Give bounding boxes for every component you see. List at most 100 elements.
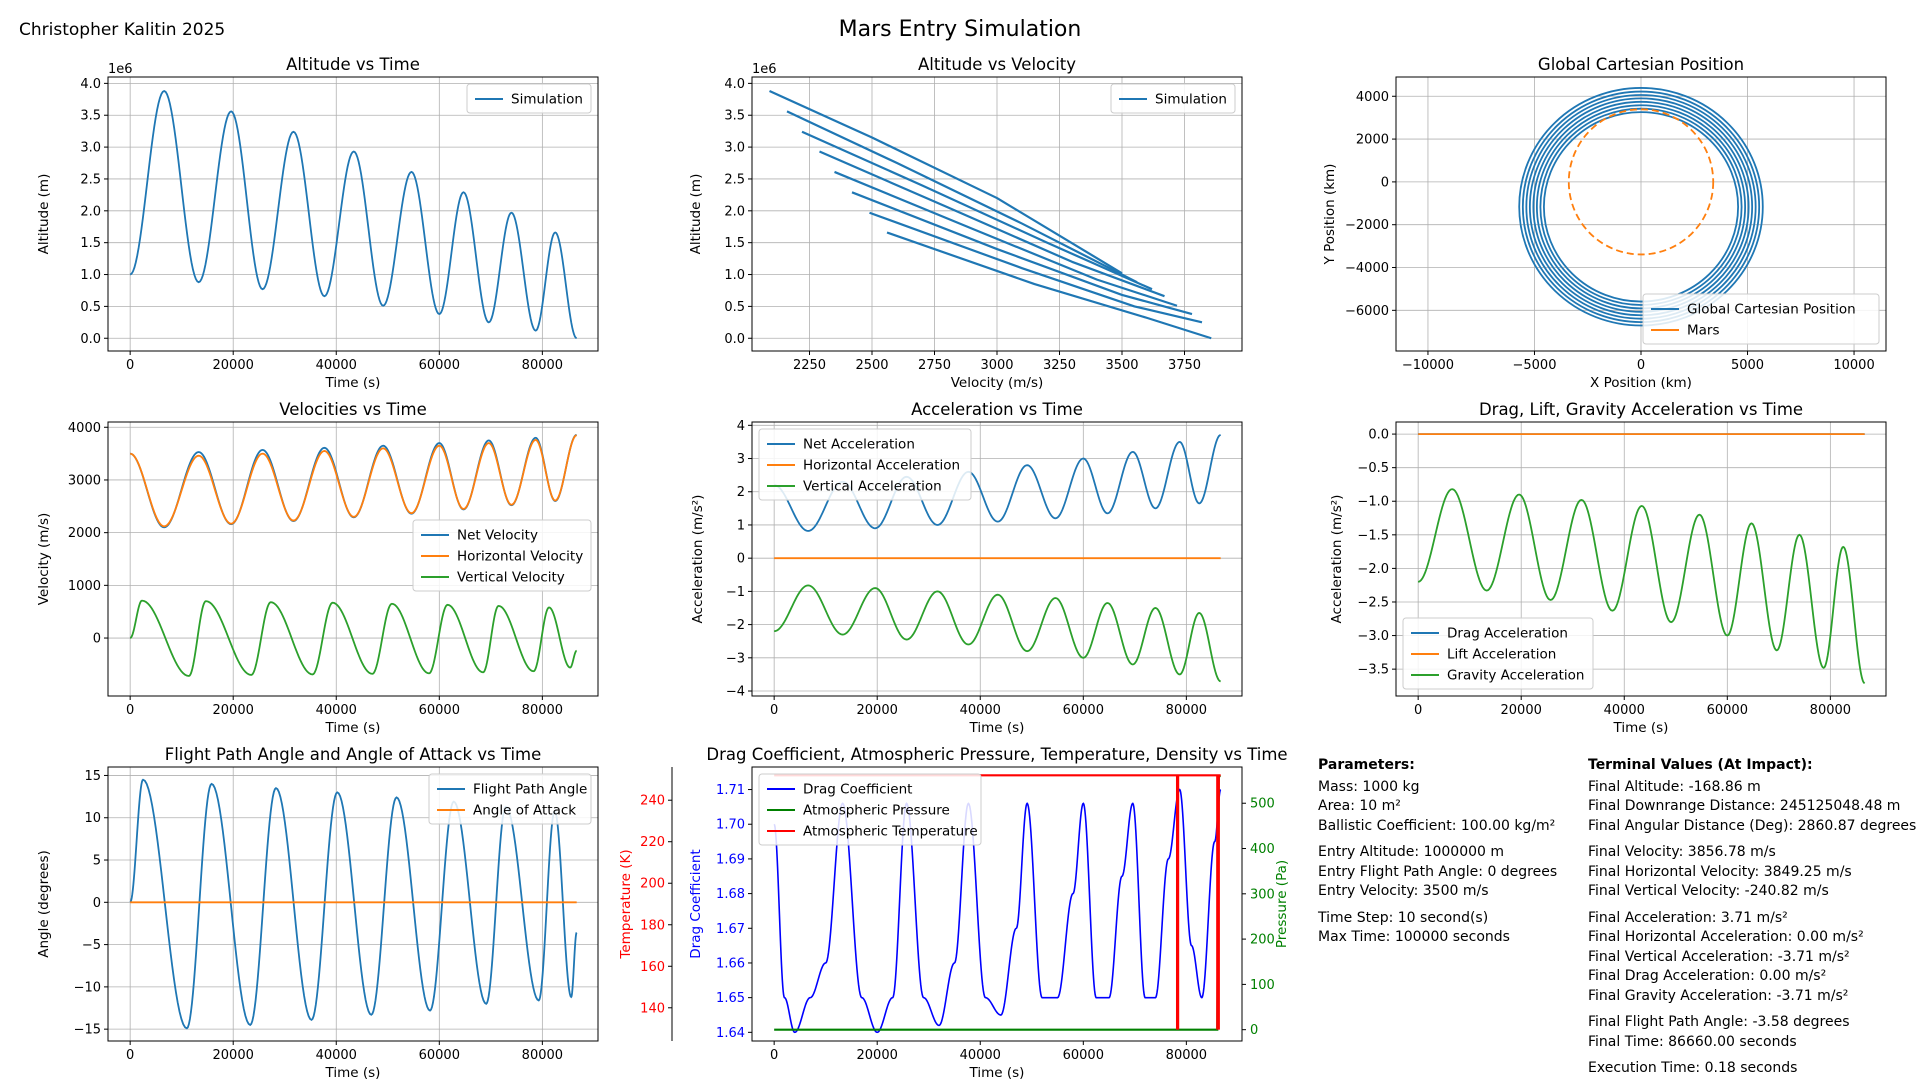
legend-entry: Vertical Acceleration (803, 479, 942, 495)
x-tick-label: 0 (770, 703, 778, 718)
x-tick-label: 2250 (793, 358, 826, 373)
series-line (774, 584, 1221, 683)
y-tick-label: 2000 (1356, 133, 1389, 148)
y-tick-label: 0 (737, 552, 745, 567)
chart-dlg_time: 0 20000 40000 60000 80000 −3.5 −3.0 −2.5 −2.0 −1.… (1329, 400, 1887, 736)
y-tick-label-drag: 1.70 (716, 818, 745, 833)
panel-line: Final Vertical Velocity: -240.82 m/s (1588, 883, 1829, 899)
y-tick-label: 5 (93, 854, 101, 869)
y-tick-label-pressure: 100 (1250, 978, 1275, 993)
y-tick-label: 1.0 (724, 268, 745, 283)
x-tick-label: 60000 (1707, 703, 1748, 718)
y-tick-label: 1000 (68, 579, 101, 594)
y-tick-label: 4.0 (724, 77, 745, 92)
orbit-line (1521, 90, 1761, 324)
x-tick-label: −10000 (1402, 358, 1454, 373)
y-tick-label: −1 (726, 585, 745, 600)
y-tick-label-temperature: 160 (640, 960, 665, 975)
y-tick-label: 3.5 (80, 109, 101, 124)
y-tick-label: 4.0 (80, 77, 101, 92)
x-tick-label: 80000 (522, 358, 563, 373)
x-tick-label: −5000 (1512, 358, 1556, 373)
chart-atmo: 0 20000 40000 60000 80000 1.64 1.65 1.66 1.67 1.6… (618, 745, 1290, 1080)
series-line (774, 434, 1221, 532)
parameters-panel: Parameters: Mass: 1000 kg Area: 10 m² Balli… (1318, 756, 1557, 948)
y-tick-label: 0.0 (724, 332, 745, 347)
y-tick-label: −4000 (1345, 261, 1389, 276)
legend-entry: Mars (1687, 323, 1720, 339)
y-tick-label: −4 (726, 685, 745, 700)
y-tick-label: 1 (737, 518, 745, 533)
spacer (1588, 1006, 1916, 1013)
y-tick-label-pressure: 0 (1250, 1023, 1258, 1038)
y-tick-label-temperature: 140 (640, 1001, 665, 1016)
x-tick-label: 2500 (855, 358, 888, 373)
x-tick-label: 80000 (522, 1048, 563, 1063)
x-axis-label: Velocity (m/s) (951, 375, 1044, 391)
y-tick-label: 2000 (68, 526, 101, 541)
chart-title: Altitude vs Velocity (918, 55, 1076, 74)
y-tick-label-temperature: 200 (640, 877, 665, 892)
x-axis-label: X Position (km) (1590, 375, 1692, 391)
y-axis-label: Altitude (m) (36, 174, 52, 255)
x-tick-label: 20000 (857, 703, 898, 718)
x-tick-label: 0 (126, 1048, 134, 1063)
chart-title: Drag Coefficient, Atmospheric Pressure, … (706, 745, 1287, 764)
x-tick-label: 80000 (1166, 703, 1207, 718)
y-tick-label: 2.0 (724, 204, 745, 219)
y-axis-label: Acceleration (m/s²) (1329, 495, 1345, 624)
x-axis-label: Time (s) (1613, 720, 1669, 736)
y-tick-label: 0.5 (724, 300, 745, 315)
x-tick-label: 20000 (213, 703, 254, 718)
orbit-line (1543, 111, 1739, 303)
x-tick-label: 3750 (1168, 358, 1201, 373)
x-tick-label: 40000 (316, 703, 357, 718)
panel-line: Mass: 1000 kg (1318, 778, 1420, 795)
chart-title: Velocities vs Time (279, 400, 427, 419)
spacer (1588, 836, 1916, 843)
x-tick-label: 40000 (960, 1048, 1001, 1063)
legend-entry: Simulation (511, 92, 583, 108)
chart-fpa_time: 0 20000 40000 60000 80000 −15 −10 −5 0 5 10 15 Fligh… (36, 745, 599, 1080)
x-tick-label: 10000 (1833, 358, 1874, 373)
orbit-line (1528, 97, 1754, 317)
x-tick-label: 20000 (857, 1048, 898, 1063)
x-tick-label: 40000 (316, 358, 357, 373)
series-line (886, 231, 1212, 340)
x-tick-label: 20000 (1501, 703, 1542, 718)
y-tick-label: −2 (726, 618, 745, 633)
legend-entry: Drag Coefficient (803, 782, 912, 798)
series-line (129, 89, 578, 340)
x-tick-label: 60000 (419, 1048, 460, 1063)
x-tick-label: 60000 (419, 358, 460, 373)
y-tick-label: −1.0 (1357, 495, 1389, 510)
plot-frame (751, 766, 1243, 1042)
x-axis-label: Time (s) (969, 1065, 1025, 1080)
legend-box (1110, 83, 1236, 114)
series-line (129, 599, 577, 677)
panel-line: Final Drag Acceleration: 0.00 m/s² (1588, 968, 1827, 984)
legend-box (1402, 617, 1594, 690)
x-axis-label: Time (s) (969, 720, 1025, 736)
panel-line: Final Time: 86660.00 seconds (1588, 1033, 1797, 1050)
y-tick-label: −2000 (1345, 218, 1389, 233)
y-tick-label: 4000 (68, 421, 101, 436)
y-axis-label: Velocity (m/s) (36, 513, 52, 606)
panel-line: Final Gravity Acceleration: -3.71 m/s² (1588, 987, 1849, 1004)
panel-line: Entry Flight Path Angle: 0 degrees (1318, 863, 1558, 880)
plot-frame (107, 766, 599, 1042)
series-line (769, 90, 1123, 275)
series-line-drag (773, 788, 1222, 1034)
x-tick-label: 40000 (316, 1048, 357, 1063)
x-tick-label: 80000 (1166, 1048, 1207, 1063)
x-tick-label: 40000 (1604, 703, 1645, 718)
x-tick-label: 80000 (1810, 703, 1851, 718)
y-axis-label-drag: Drag Coefficient (688, 849, 704, 958)
panel-line: Final Downrange Distance: 245125048.48 m (1588, 798, 1901, 814)
y-tick-label: 10 (84, 811, 101, 826)
y-tick-label-drag: 1.69 (716, 852, 745, 867)
y-axis-label: Y Position (km) (1322, 164, 1338, 266)
y-tick-label-pressure: 300 (1250, 887, 1275, 902)
legend-entry: Vertical Velocity (457, 570, 565, 586)
panel-heading: Terminal Values (At Impact): (1588, 757, 1813, 773)
